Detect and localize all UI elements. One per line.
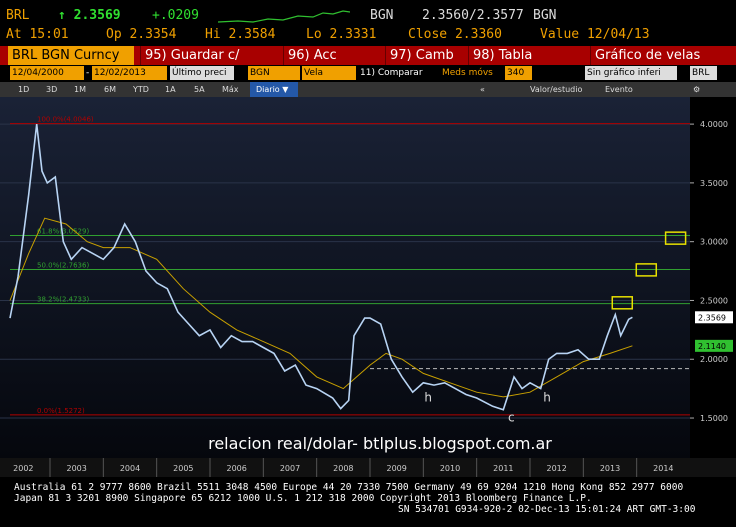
tab-bar: 1D 3D 1M 6M YTD 1A 5A Máx Diario ▼ « Valor/estudio… bbox=[0, 82, 736, 97]
tab[interactable]: Diario ▼ bbox=[250, 82, 298, 97]
target-box bbox=[611, 296, 634, 310]
x-tick-label: 2011 bbox=[493, 464, 513, 473]
footer-line: SN 534701 G934-920-2 02-Dec-13 15:01:24 … bbox=[398, 504, 696, 515]
source: BGN bbox=[370, 8, 394, 23]
x-tick-label: 2008 bbox=[333, 464, 353, 473]
x-tick-label: 2013 bbox=[600, 464, 620, 473]
tab[interactable]: Evento bbox=[605, 85, 633, 94]
x-tick-label: 2005 bbox=[173, 464, 193, 473]
menu-item[interactable]: 96) Acc bbox=[283, 46, 388, 65]
menu-bar: BRL BGN Curncy 95) Guardar c/96) Acc 97) C… bbox=[0, 46, 736, 65]
tab[interactable]: 1D bbox=[18, 85, 30, 94]
time: At 15:01 bbox=[6, 27, 69, 42]
menu-item[interactable]: BRL BGN Curncy bbox=[8, 46, 134, 65]
x-tick-label: 2012 bbox=[546, 464, 566, 473]
fib-label: 50.0%(2.7636) bbox=[37, 261, 89, 269]
source: BGN bbox=[533, 8, 557, 23]
tab[interactable]: 1M bbox=[74, 85, 86, 94]
x-axis-band bbox=[0, 458, 736, 477]
x-tick-label: 2007 bbox=[280, 464, 300, 473]
target-box bbox=[664, 231, 687, 245]
last-price: ↑ 2.3569 bbox=[58, 8, 121, 23]
fib-label: 0.0%(1.5272) bbox=[37, 407, 85, 415]
annotation: h bbox=[543, 391, 551, 405]
footer-line: Australia 61 2 9777 8600 Brazil 5511 304… bbox=[14, 482, 684, 493]
sparkline bbox=[218, 10, 350, 23]
tab[interactable]: 1A bbox=[165, 85, 176, 94]
plot-background bbox=[0, 97, 690, 458]
annotation: c bbox=[508, 411, 515, 425]
ticker: BRL bbox=[6, 8, 30, 23]
series-line bbox=[9, 217, 633, 398]
price-tag bbox=[695, 339, 733, 352]
price-tag-label: 2.3569 bbox=[698, 313, 726, 322]
price-tag-label: 2.1140 bbox=[698, 342, 726, 351]
chart: 4.0000 3.5000 3.0000 2.5000 2.0000 1.5000 2002… bbox=[0, 97, 736, 477]
control[interactable]: Último preci bbox=[170, 66, 234, 80]
control[interactable]: Vela bbox=[302, 66, 356, 80]
x-tick-label: 2009 bbox=[386, 464, 406, 473]
control[interactable]: - bbox=[84, 66, 92, 80]
x-tick-label: 2004 bbox=[120, 464, 140, 473]
x-tick-label: 2006 bbox=[226, 464, 246, 473]
y-tick-label: 3.0000 bbox=[700, 238, 728, 247]
tab[interactable]: ⚙ bbox=[693, 85, 701, 94]
control[interactable]: 12/04/2000 bbox=[10, 66, 84, 80]
footer-line: Japan 81 3 3201 8900 Singapore 65 6212 1… bbox=[14, 493, 592, 504]
annotation: h bbox=[424, 391, 432, 405]
bid-ask: 2.3560/2.3577 bbox=[422, 8, 524, 23]
menu-item[interactable]: 95) Guardar c/ bbox=[140, 46, 285, 65]
fib-label: 38.2%(2.4733) bbox=[37, 296, 89, 304]
price-tag bbox=[695, 311, 733, 324]
close: Close 2.3360 bbox=[408, 27, 502, 42]
tab[interactable]: 6M bbox=[104, 85, 116, 94]
x-tick-label: 2010 bbox=[440, 464, 460, 473]
low: Lo 2.3331 bbox=[306, 27, 377, 42]
tab[interactable]: 5A bbox=[194, 85, 205, 94]
open: Op 2.3354 bbox=[106, 27, 177, 42]
control[interactable]: 340 bbox=[505, 66, 532, 80]
x-tick-label: 2002 bbox=[13, 464, 33, 473]
control[interactable]: Sin gráfico inferi bbox=[585, 66, 677, 80]
menu-item[interactable]: 97) Camb bbox=[385, 46, 470, 65]
target-box bbox=[635, 263, 658, 277]
menu-item[interactable]: 98) Tabla bbox=[468, 46, 591, 65]
y-tick-label: 3.5000 bbox=[700, 179, 728, 188]
fib-label: 100.0%(4.0046) bbox=[37, 116, 94, 124]
series-line bbox=[9, 124, 633, 411]
high: Hi 2.3584 bbox=[205, 27, 276, 42]
tab[interactable]: YTD bbox=[133, 85, 149, 94]
control[interactable]: Meds móvs bbox=[440, 66, 502, 80]
tab[interactable]: « bbox=[480, 85, 485, 94]
change: +.0209 bbox=[152, 8, 199, 23]
y-tick-label: 2.5000 bbox=[700, 296, 728, 305]
tab[interactable]: 3D bbox=[46, 85, 58, 94]
x-tick-label: 2014 bbox=[653, 464, 673, 473]
control[interactable]: 11) Comparar bbox=[358, 66, 432, 80]
control[interactable]: BRL bbox=[690, 66, 717, 80]
y-tick-label: 4.0000 bbox=[700, 120, 728, 129]
y-tick-label: 1.5000 bbox=[700, 414, 728, 423]
x-tick-label: 2003 bbox=[66, 464, 86, 473]
fib-label: 61.8%(3.0529) bbox=[37, 227, 89, 235]
control[interactable]: BGN bbox=[248, 66, 300, 80]
tab[interactable]: Máx bbox=[222, 85, 239, 94]
y-tick-label: 2.0000 bbox=[700, 355, 728, 364]
control[interactable]: 12/02/2013 bbox=[92, 66, 167, 80]
tab[interactable]: Valor/estudio bbox=[530, 85, 583, 94]
value-date: Value 12/04/13 bbox=[540, 27, 650, 42]
chart-title: relacion real/dolar- btlplus.blogspot.co… bbox=[208, 434, 552, 453]
menu-item[interactable]: Gráfico de velas bbox=[590, 46, 735, 65]
